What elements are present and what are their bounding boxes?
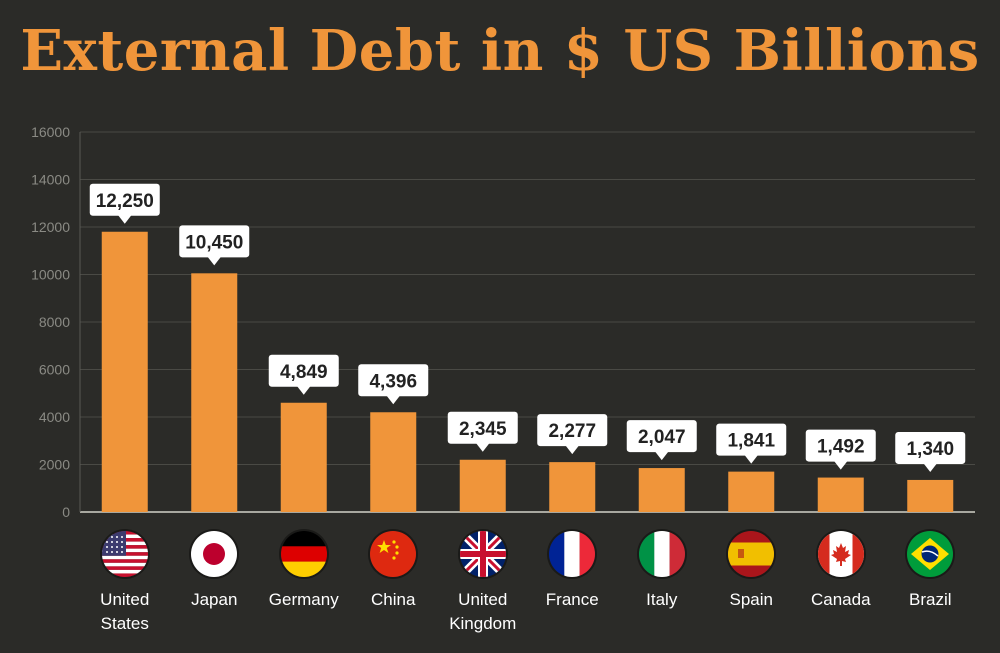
germany-flag-icon: [280, 531, 327, 577]
data-label: 1,492: [805, 429, 876, 470]
canada-flag-icon: [817, 531, 864, 577]
svg-text:4,849: 4,849: [280, 362, 328, 383]
usa-flag-icon: [101, 531, 148, 577]
svg-text:1,340: 1,340: [906, 439, 954, 460]
data-label: 2,345: [447, 411, 518, 452]
spain-flag-icon: [728, 531, 775, 577]
category-label: France: [545, 590, 599, 609]
category-label: United Kingdom: [449, 590, 517, 633]
svg-text:2,277: 2,277: [548, 421, 596, 442]
svg-text:1,492: 1,492: [817, 437, 865, 458]
bar: [549, 462, 596, 512]
data-label: 1,340: [895, 431, 966, 472]
data-label: 1,841: [716, 423, 787, 464]
data-label: 10,450: [179, 225, 250, 266]
china-flag-icon: [370, 531, 417, 577]
bar: [817, 477, 864, 512]
y-tick-label: 14000: [31, 172, 70, 188]
japan-flag-icon: [191, 531, 238, 577]
svg-text:10,450: 10,450: [185, 232, 243, 253]
y-tick-label: 2000: [39, 457, 70, 473]
bar: [638, 468, 685, 512]
y-tick-label: 12000: [31, 219, 70, 235]
brazil-flag-icon: [907, 531, 954, 577]
category-label: Italy: [646, 590, 678, 609]
category-label: Spain: [729, 590, 773, 609]
data-label: 2,047: [626, 420, 697, 461]
bar: [459, 459, 506, 512]
category-label: China: [371, 590, 416, 609]
svg-text:4,396: 4,396: [369, 371, 417, 392]
svg-text:12,250: 12,250: [96, 191, 154, 212]
category-label: Brazil: [908, 590, 952, 609]
bar: [101, 231, 148, 512]
y-tick-label: 8000: [39, 314, 70, 330]
svg-text:1,841: 1,841: [727, 431, 775, 452]
y-tick-label: 6000: [39, 362, 70, 378]
category-label: Canada: [810, 590, 871, 609]
data-label: 4,396: [358, 364, 429, 405]
svg-text:2,345: 2,345: [459, 419, 507, 440]
bar: [191, 273, 238, 512]
bar: [280, 402, 327, 512]
y-tick-label: 0: [62, 504, 70, 520]
category-label: Germany: [268, 590, 339, 609]
bars: [101, 231, 954, 512]
france-flag-icon: [549, 531, 596, 577]
y-tick-label: 10000: [31, 267, 70, 283]
category-label: United States: [100, 590, 150, 633]
y-tick-labels: 0 2000 4000 6000 8000 10000 12000 14000 16000: [31, 124, 70, 520]
y-tick-label: 4000: [39, 409, 70, 425]
y-tick-label: 16000: [31, 124, 70, 140]
category-label: Japan: [191, 590, 238, 609]
chart-title: External Debt in $ US Billions: [20, 18, 980, 84]
data-label: 2,277: [537, 414, 608, 455]
uk-flag-icon: [459, 531, 506, 577]
svg-text:2,047: 2,047: [638, 427, 686, 448]
data-label: 4,849: [268, 354, 339, 395]
italy-flag-icon: [638, 531, 685, 577]
bar: [728, 471, 775, 512]
data-label: 12,250: [89, 183, 160, 224]
bar: [370, 412, 417, 512]
bar: [907, 479, 954, 512]
data-labels: 12,250 10,450 4,849 4,396 2,345 2,277 2,047 1,8…: [89, 183, 966, 472]
